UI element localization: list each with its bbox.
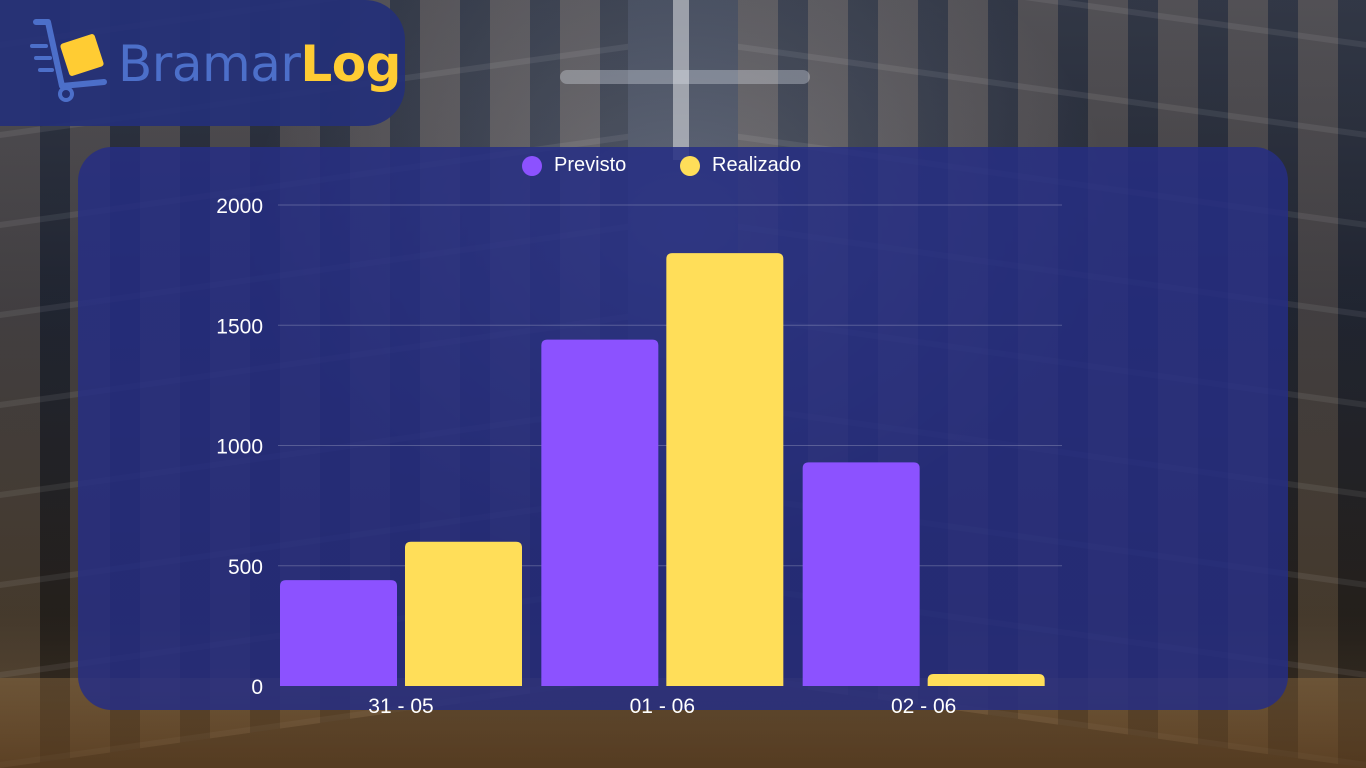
y-tick-label: 2000 bbox=[216, 195, 263, 218]
bar-previsto-3 bbox=[802, 462, 920, 686]
x-tick-label: 01 - 06 bbox=[630, 695, 695, 718]
legend-swatch-previsto bbox=[522, 155, 542, 176]
logo-text-log: Log bbox=[300, 35, 401, 93]
bar-previsto-1 bbox=[280, 580, 397, 686]
y-tick-label: 1500 bbox=[216, 315, 263, 338]
legend-item-previsto: Previsto bbox=[522, 154, 626, 177]
cart-with-box-icon bbox=[30, 19, 107, 102]
legend-label-realizado: Realizado bbox=[712, 154, 801, 176]
y-tick-label: 1000 bbox=[216, 436, 263, 459]
y-tick-label: 0 bbox=[251, 676, 263, 699]
ceiling-light bbox=[673, 0, 689, 160]
bar-realizado-2 bbox=[666, 253, 784, 686]
bar-realizado-3 bbox=[927, 673, 1045, 686]
bar-realizado-1 bbox=[405, 541, 522, 686]
legend-swatch-realizado bbox=[680, 155, 700, 176]
x-tick-label: 31 - 05 bbox=[368, 695, 433, 718]
ceiling-pipe bbox=[560, 70, 810, 84]
logo-text-bramar: Bramar bbox=[118, 35, 301, 93]
x-tick-label: 02 - 06 bbox=[891, 695, 956, 718]
logo-text: BramarLog bbox=[118, 34, 401, 94]
legend-label-previsto: Previsto bbox=[554, 154, 627, 176]
logo: BramarLog bbox=[0, 0, 405, 126]
bar-previsto-2 bbox=[541, 339, 659, 686]
legend-item-realizado: Realizado bbox=[680, 154, 801, 177]
y-tick-label: 500 bbox=[228, 556, 263, 579]
